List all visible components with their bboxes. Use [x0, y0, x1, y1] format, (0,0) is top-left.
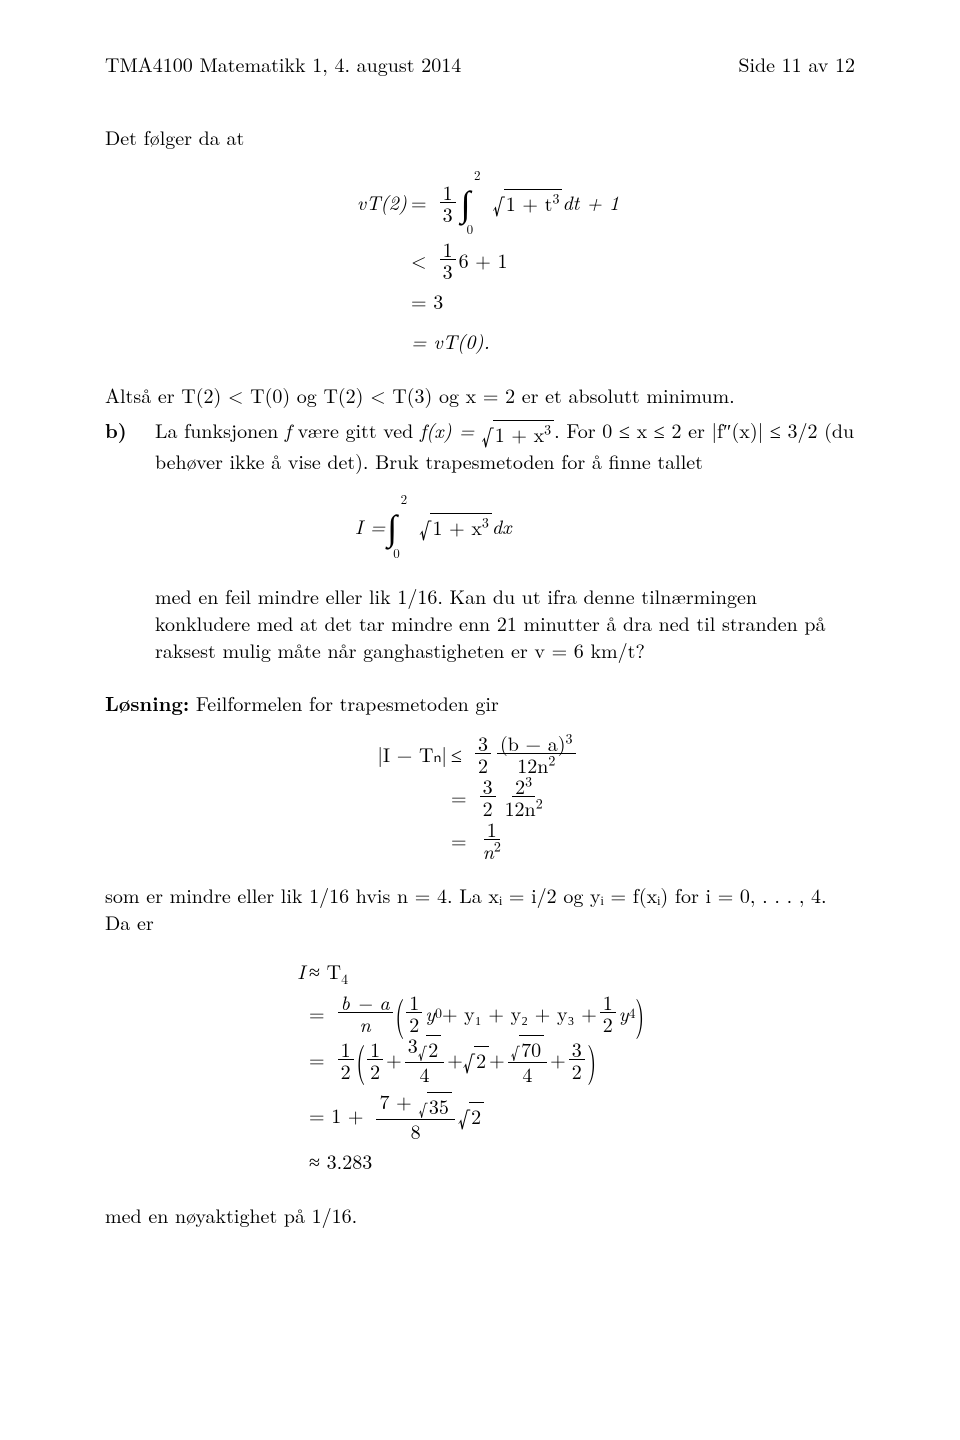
integral-icon: ∫ 2 0: [461, 166, 471, 238]
sqrt-1plus-t3: √ 1 + t3: [492, 189, 562, 216]
solution-lead: Feilformelen for trapesmetoden gir: [189, 688, 499, 717]
eq3-leq: ≤: [451, 734, 462, 774]
frac-1-2-inner: 1 2: [367, 1038, 383, 1081]
eq4-eq3: =: [309, 1039, 325, 1079]
integral-icon-2: ∫ 2 0: [387, 490, 397, 562]
frac-1-2-y4: 1 2: [600, 991, 616, 1034]
frac-23-12n2: 23 12n2: [502, 775, 546, 818]
b-text-2: være gitt ved: [291, 415, 420, 444]
sqrt-1plus-x3-b: √ 1 + x3: [419, 513, 492, 540]
eq1-l3: = 3: [411, 281, 443, 321]
eq3-lhs: |I − Tₙ|: [377, 739, 447, 768]
equation-T4: I ≈ T4 = b − a n ( 1 2 y0 + y₁ + y₂ + y₃…: [105, 951, 855, 1180]
eq4-approx-T: ≈ T: [309, 956, 341, 985]
eq4-approx-val: ≈ 3.283: [309, 1141, 372, 1181]
paragraph-solution-heading: Løsning: Feilformelen for trapesmetoden …: [105, 689, 855, 716]
paragraph-intro: Det følger da at: [105, 123, 855, 150]
frac-r70-4: √70 4: [508, 1034, 548, 1084]
eq2-lhs: I =: [355, 506, 385, 546]
eq1-lt: <: [411, 240, 427, 280]
header-right: Side 11 av 12: [738, 50, 855, 77]
eq1-eq: =: [411, 182, 427, 222]
paragraph-accuracy: med en nøyaktighet på 1/16.: [105, 1201, 855, 1228]
frac-ba-n: b − a n: [338, 991, 393, 1034]
eq3-eq2: =: [451, 777, 467, 817]
frac-1-2-outer: 1 2: [338, 1038, 354, 1081]
sqrt-2: √2: [463, 1046, 489, 1073]
eq4-ymid: + y₁ + y₂ + y₃ +: [442, 993, 597, 1033]
eq1-lhs: vT(2): [357, 187, 407, 216]
frac-1-2-y0: 1 2: [406, 991, 422, 1034]
solution-label: Løsning:: [105, 688, 189, 717]
sqrt-1plus-x3: √1 + x3: [481, 420, 554, 447]
running-header: TMA4100 Matematikk 1, 4. august 2014 Sid…: [105, 50, 855, 77]
eq2-tail: dx: [492, 506, 512, 546]
eq4-eq4: = 1 +: [309, 1095, 363, 1135]
frac-3-2b: 3 2: [480, 775, 496, 818]
frac-3-2: 3 2: [475, 732, 491, 775]
paragraph-n4: som er mindre eller lik 1/16 hvis n = 4.…: [105, 881, 855, 935]
frac-1-n2: 1 n2: [480, 818, 504, 861]
frac-3-2c: 3 2: [569, 1038, 585, 1081]
b-fx-lhs: f(x) =: [420, 415, 481, 444]
eq1-tail: dt + 1: [562, 182, 619, 222]
paragraph-b-question: med en feil mindre eller lik 1/16. Kan d…: [155, 582, 855, 663]
sqrt-2b: √2: [458, 1102, 484, 1129]
eq3-eq3: =: [451, 820, 467, 860]
equation-vT2: vT(2) = 1 3 ∫ 2 0 √ 1 + t3 dt + 1 < 1 3: [105, 166, 855, 361]
item-b-marker: b): [105, 416, 155, 671]
paragraph-conclusion-a: Altså er T(2) < T(0) og T(2) < T(3) og x…: [105, 381, 855, 408]
frac-ba3-12n2: (b − a)3 12n2: [497, 732, 576, 775]
eq4-eq2: =: [309, 993, 325, 1033]
frac-7r35-8: 7 + √35 8: [376, 1090, 454, 1140]
eq1-l2tail: 6 + 1: [459, 240, 508, 280]
eq4-I: I: [297, 956, 305, 985]
eq1-frac13b: 1 3: [440, 238, 456, 281]
frac-3r2-4: 3√2 4: [405, 1034, 445, 1084]
b-text-1: La funksjonen: [155, 415, 285, 444]
equation-error-bound: |I − Tₙ| ≤ 3 2 (b − a)3 12n2 = 3 2 23 12…: [105, 732, 855, 861]
page: TMA4100 Matematikk 1, 4. august 2014 Sid…: [0, 0, 960, 1316]
equation-I: I = ∫ 2 0 √ 1 + x3 dx: [155, 490, 855, 562]
eq1-l4: = vT(0).: [411, 321, 490, 361]
problem-b: b) La funksjonen f være gitt ved f(x) = …: [105, 416, 855, 671]
eq1-frac13: 1 3: [440, 181, 456, 224]
header-left: TMA4100 Matematikk 1, 4. august 2014: [105, 50, 461, 77]
